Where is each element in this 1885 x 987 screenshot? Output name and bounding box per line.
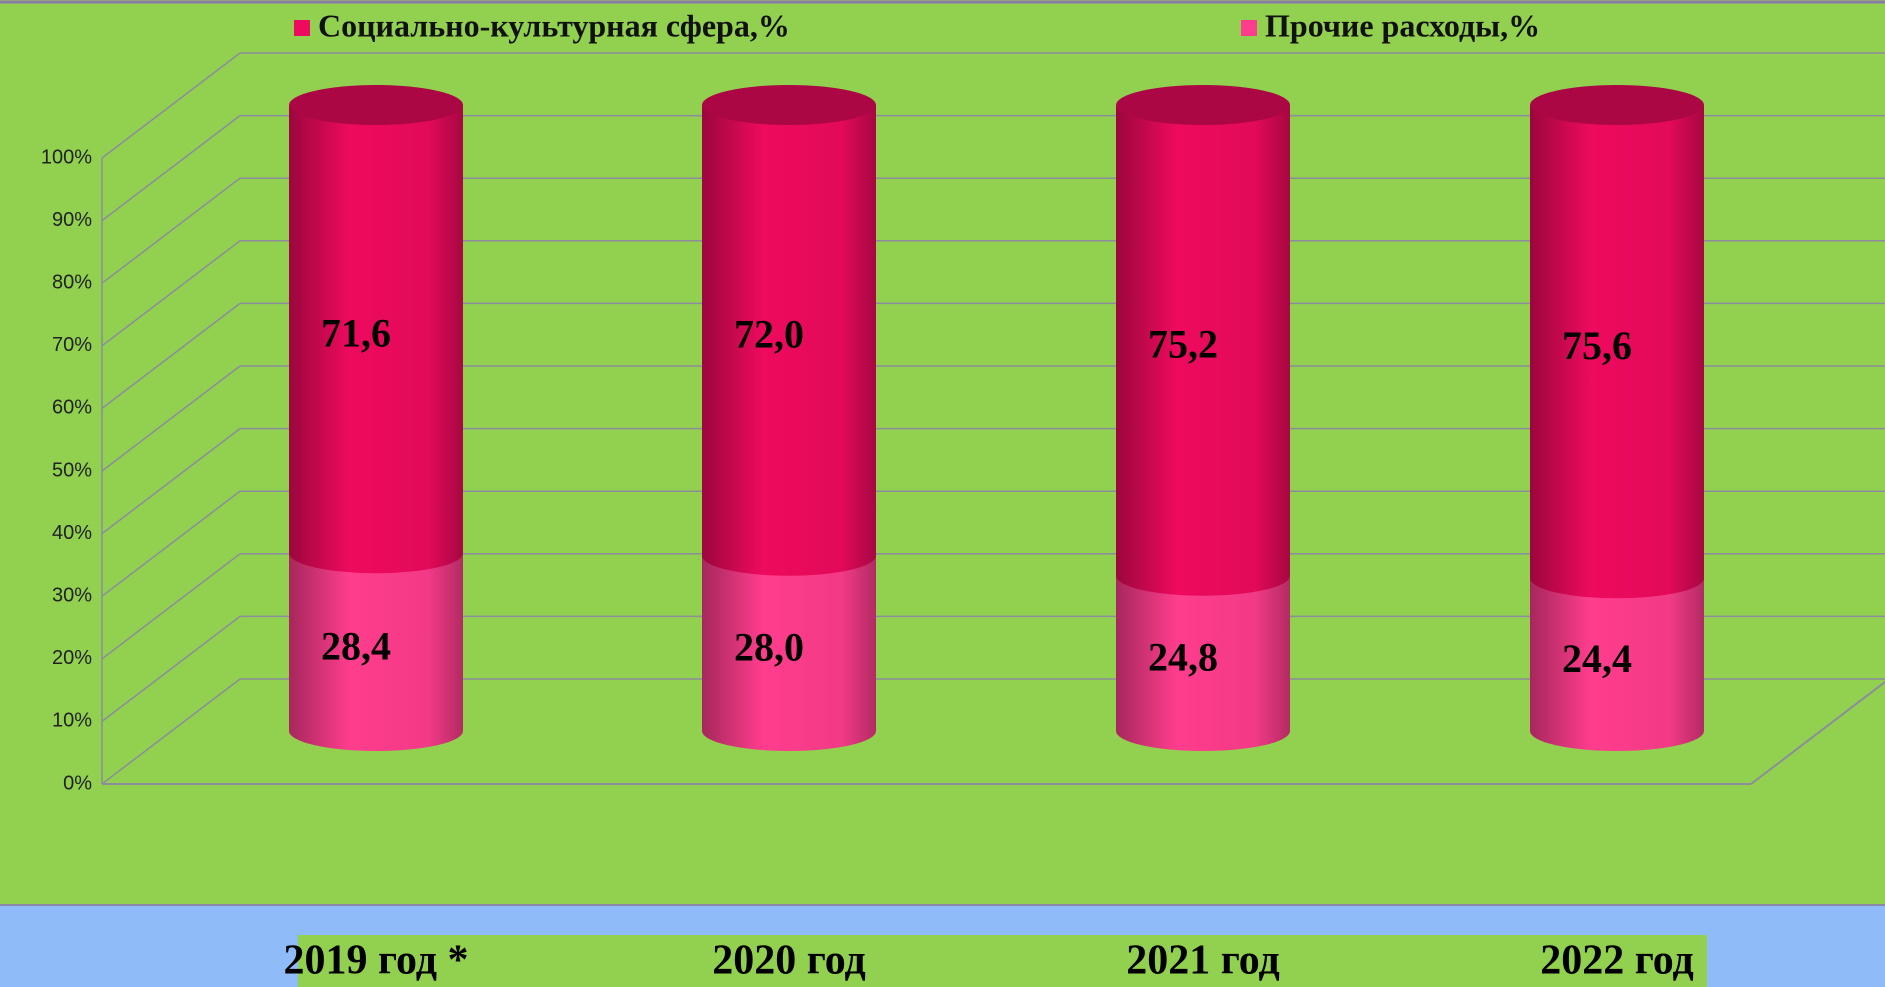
x-tick-label: 2019 год * bbox=[283, 938, 468, 984]
grid-line-side bbox=[101, 678, 241, 785]
y-tick-label: 80% bbox=[52, 271, 92, 293]
grid-line-side bbox=[101, 52, 241, 159]
grid-line-side bbox=[101, 428, 241, 535]
legend-label: Прочие расходы,% bbox=[1265, 7, 1540, 43]
y-tick-label: 50% bbox=[52, 459, 92, 481]
floor-right bbox=[1750, 680, 1885, 785]
data-label: 75,2 bbox=[1148, 322, 1218, 367]
category-box bbox=[298, 935, 1707, 987]
data-label: 75,6 bbox=[1562, 323, 1632, 368]
data-label: 72,0 bbox=[734, 312, 804, 357]
x-tick-label: 2021 год bbox=[1126, 938, 1280, 984]
cylinder-cap bbox=[702, 85, 876, 125]
legend-swatch bbox=[294, 20, 310, 36]
cylinder-shade bbox=[1530, 578, 1704, 751]
cylinder-shade bbox=[289, 553, 463, 751]
grid-line-side bbox=[101, 115, 241, 222]
grid-line-side bbox=[101, 553, 241, 660]
y-tick-label: 20% bbox=[52, 647, 92, 669]
y-tick-label: 90% bbox=[52, 209, 92, 231]
data-label: 24,8 bbox=[1148, 635, 1218, 680]
cylinder-shade bbox=[289, 105, 463, 574]
y-tick-label: 30% bbox=[52, 584, 92, 606]
cylinder-shade bbox=[1530, 105, 1704, 599]
y-tick-label: 60% bbox=[52, 397, 92, 419]
data-label: 28,0 bbox=[734, 625, 804, 670]
cylinder-shade bbox=[1116, 105, 1290, 596]
y-tick-label: 70% bbox=[52, 334, 92, 356]
y-tick-label: 100% bbox=[41, 146, 92, 168]
legend-label: Социально-культурная сфера,% bbox=[318, 7, 790, 43]
y-tick-label: 40% bbox=[52, 522, 92, 544]
cylinder-cap bbox=[1116, 85, 1290, 125]
grid-line-side bbox=[101, 240, 241, 347]
x-tick-label: 2022 год bbox=[1540, 938, 1694, 984]
data-label: 28,4 bbox=[321, 623, 391, 668]
data-label: 24,4 bbox=[1562, 636, 1632, 681]
cylinder-shade bbox=[702, 105, 876, 576]
grid-line-side bbox=[101, 615, 241, 722]
grid-line-side bbox=[101, 177, 241, 284]
grid-line-side bbox=[101, 302, 241, 409]
data-label: 71,6 bbox=[321, 310, 391, 355]
y-tick-label: 0% bbox=[63, 772, 92, 794]
grid-line-side bbox=[101, 365, 241, 472]
grid-line-side bbox=[101, 490, 241, 597]
y-tick-label: 10% bbox=[52, 710, 92, 732]
cylinder-cap bbox=[289, 85, 463, 125]
legend-swatch bbox=[1241, 20, 1257, 36]
cylinder-shade bbox=[702, 555, 876, 751]
x-tick-label: 2020 год bbox=[712, 938, 866, 984]
cylinder-cap bbox=[1530, 85, 1704, 125]
cylinder-shade bbox=[1116, 575, 1290, 751]
